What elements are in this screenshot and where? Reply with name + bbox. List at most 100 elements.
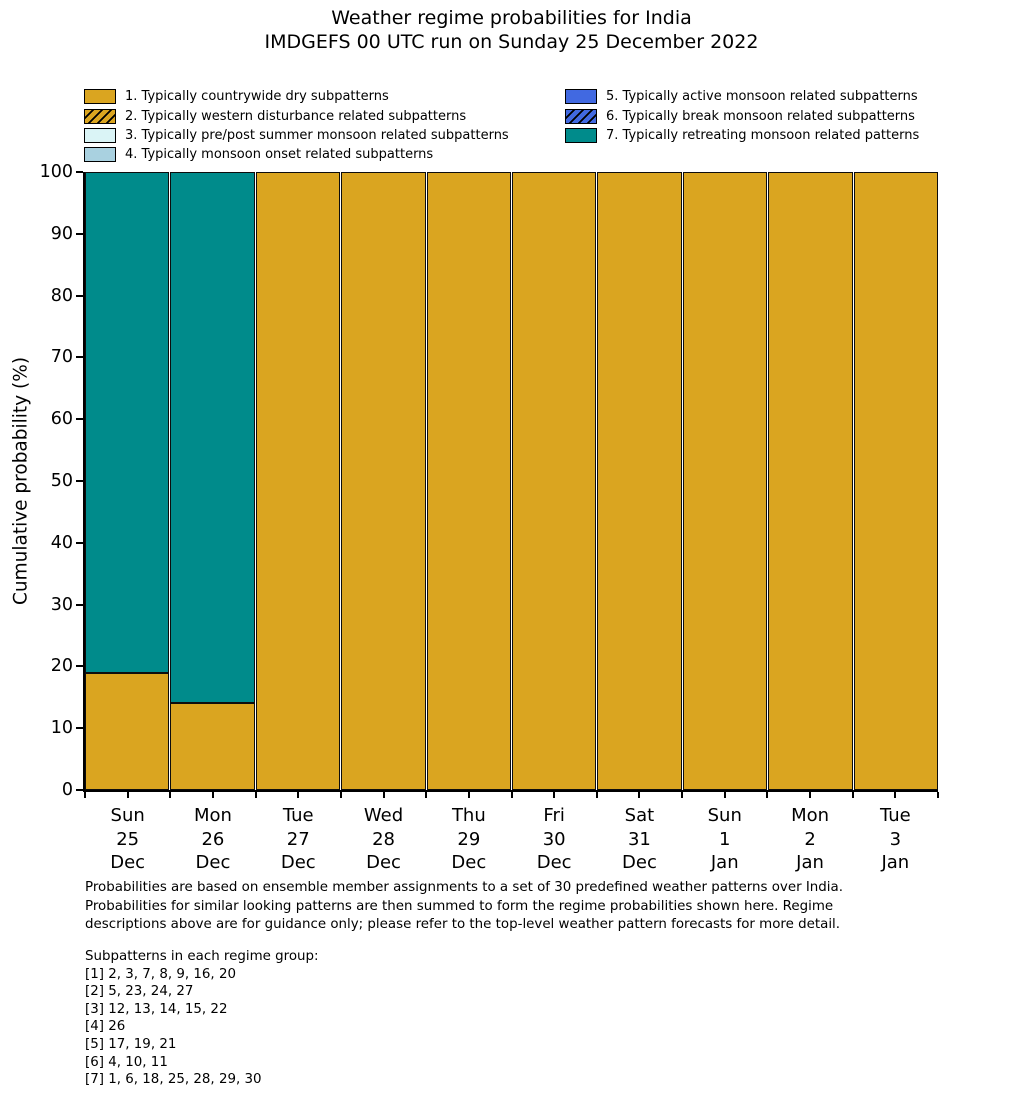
x-tick-label: Tue 27 Dec (253, 804, 343, 875)
y-tick-label: 10 (50, 718, 73, 739)
bar-segment (341, 172, 426, 790)
bar-tue-27-dec (255, 172, 341, 790)
footnote: Probabilities are based on ensemble memb… (85, 879, 843, 935)
x-tick-mark (211, 792, 214, 798)
subpattern-group-line: [2] 5, 23, 24, 27 (85, 984, 194, 1000)
y-tick-mark (76, 727, 83, 730)
y-tick-label: 0 (61, 780, 73, 800)
x-tick-mark (169, 792, 172, 798)
bar-fri-30-dec (512, 172, 597, 790)
x-tick-mark (937, 792, 939, 798)
x-tick-label: Fri 30 Dec (509, 804, 599, 875)
bar-mon-2-jan (768, 172, 853, 790)
y-tick-label: 50 (50, 471, 73, 491)
y-tick-mark (76, 480, 83, 482)
legend-swatch (84, 127, 116, 143)
x-tick-mark (894, 792, 897, 798)
x-tick-mark (638, 792, 641, 798)
bar-thu-29-dec (426, 172, 512, 790)
x-tick-mark (595, 792, 598, 798)
y-tick-mark (76, 356, 83, 359)
title-line-1: Weather regime probabilities for India (331, 7, 692, 29)
subpattern-group-line: [4] 26 (85, 1019, 126, 1035)
footnote-line: descriptions above are for guidance only… (85, 917, 841, 933)
legend-item-label: 5. Typically active monsoon related subp… (606, 89, 918, 105)
x-tick-label-day: Thu (451, 805, 486, 826)
y-tick-mark (76, 789, 83, 791)
y-tick-mark (76, 294, 83, 297)
title-line-2: IMDGEFS 00 UTC run on Sunday 25 December… (264, 31, 759, 53)
x-tick-label-day: Sun (707, 805, 742, 826)
x-tick-label-month: Dec (366, 852, 401, 873)
x-tick-label-day: Fri (543, 805, 565, 826)
x-tick-label-day: Wed (363, 805, 404, 826)
x-tick-mark (681, 792, 684, 798)
x-axis-spine (83, 790, 938, 792)
bar-sun-1-jan (682, 172, 768, 790)
bar-wed-28-dec (341, 172, 426, 790)
x-tick-mark (382, 792, 385, 798)
x-tick-label-month: Dec (451, 852, 487, 873)
bar-segment (85, 672, 170, 790)
footnote-line: Probabilities are based on ensemble memb… (85, 880, 843, 895)
bar-segment (682, 172, 768, 790)
x-tick-label-day: Tue (879, 805, 911, 826)
x-tick-label-day: Mon (791, 805, 830, 826)
x-tick-label: Mon 2 Jan (765, 804, 855, 875)
bar-tue-3-jan (853, 172, 939, 790)
subpattern-group-line: [5] 17, 19, 21 (85, 1036, 177, 1052)
legend-item-label: 6. Typically break monsoon related subpa… (606, 108, 915, 124)
legend-item: 5. Typically active monsoon related subp… (565, 87, 919, 106)
y-tick-label: 30 (50, 594, 73, 615)
plot-area: 0 10 20 30 40 50 60 70 80 90 100 Sun 25 Dec Mon 26 Dec Tu… (40, 162, 939, 873)
legend-item-label: 3. Typically pre/post summer monsoon rel… (125, 127, 509, 143)
x-tick-mark (851, 792, 854, 798)
x-tick-label-day: Sun (110, 805, 145, 826)
chart-title: Weather regime probabilities for India I… (85, 6, 938, 54)
x-tick-mark (126, 792, 129, 798)
x-tick-label-date: 29 (457, 828, 481, 850)
x-tick-label-month: Dec (622, 852, 657, 873)
subpattern-group-line: [7] 1, 6, 18, 25, 28, 29, 30 (85, 1072, 262, 1088)
x-tick-label: Sat 31 Dec (594, 804, 684, 875)
subpattern-group-line: [6] 4, 10, 11 (85, 1054, 168, 1070)
y-tick-label: 90 (50, 223, 73, 244)
x-tick-label-date: 30 (542, 828, 566, 850)
x-tick-mark (766, 792, 769, 798)
bar-sun-25-dec (85, 172, 170, 790)
subpattern-group-line: [1] 2, 3, 7, 8, 9, 16, 20 (85, 966, 236, 982)
bar-segment (170, 172, 255, 704)
legend-item: 6. Typically break monsoon related subpa… (565, 106, 919, 125)
subpatterns-lines: [1] 2, 3, 7, 8, 9, 16, 20 [2] 5, 23, 24, … (85, 966, 319, 1089)
y-tick-label: 70 (50, 347, 73, 368)
x-tick-label-day: Tue (282, 805, 314, 826)
legend-swatch (84, 147, 116, 163)
x-tick-mark (723, 792, 726, 798)
y-tick-mark (76, 665, 83, 668)
x-tick-label: Wed 28 Dec (339, 804, 429, 875)
x-tick-label-month: Dec (280, 852, 316, 873)
x-tick-label-date: 3 (889, 828, 902, 850)
x-tick-mark (297, 792, 300, 798)
bar-segment (768, 172, 853, 790)
x-tick-label-date: 1 (719, 828, 731, 850)
x-tick-mark (553, 792, 556, 798)
bar-segment (597, 172, 682, 790)
x-tick-mark (425, 792, 428, 798)
legend-swatch-hatched (565, 108, 597, 124)
bar-segment (85, 172, 170, 673)
x-tick-label: Sun 25 Dec (83, 804, 173, 875)
legend-swatch (565, 89, 597, 105)
y-tick-mark (76, 171, 83, 173)
bar-segment (255, 172, 341, 790)
legend-item-label: 2. Typically western disturbance related… (125, 108, 467, 124)
x-tick-label-date: 25 (116, 828, 140, 850)
x-tick-label: Tue 3 Jan (850, 804, 940, 875)
y-tick-label: 100 (39, 162, 73, 182)
x-tick-label-month: Dec (536, 852, 572, 873)
legend-item-label: 4. Typically monsoon onset related subpa… (125, 147, 434, 163)
legend-swatch (565, 127, 597, 143)
bar-mon-26-dec (170, 172, 255, 790)
x-tick-mark (809, 792, 812, 798)
